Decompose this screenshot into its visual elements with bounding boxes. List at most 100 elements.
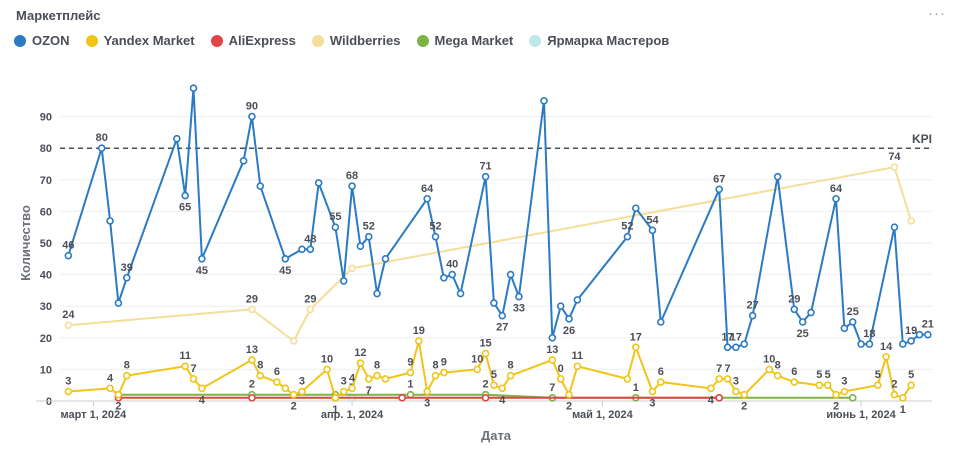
data-label: 3 [733,376,739,388]
data-point [189,375,198,383]
data-label: 2 [891,379,897,391]
data-point [848,318,857,326]
data-label: 1 [332,404,338,416]
data-label: 24 [62,309,75,321]
y-tick-label: 80 [40,143,52,155]
data-point [915,330,924,339]
legend-item[interactable]: Yandex Market [85,33,195,48]
data-label: 3 [649,398,655,410]
legend-item[interactable]: AliExpress [210,33,296,48]
data-point [373,371,381,380]
data-point [122,273,131,282]
data-label: 2 [249,379,255,391]
data-point [832,390,840,399]
data-label: 4 [499,394,506,406]
data-point [106,384,114,393]
data-point [248,112,256,121]
data-label: 27 [496,322,508,334]
data-label: 7 [190,363,196,375]
y-tick-label: 30 [40,301,52,313]
data-label: 64 [421,183,434,195]
data-label: 10 [321,353,333,365]
data-label: 8 [257,360,263,372]
data-label: 8 [432,360,438,372]
data-point [181,191,189,200]
data-point [440,273,448,282]
legend-swatch [529,34,542,47]
data-point [823,381,832,390]
data-point [490,299,498,307]
legend-label: Wildberries [329,33,401,48]
data-point [281,384,290,393]
data-point [64,321,73,329]
data-point [832,194,840,203]
data-label: 19 [413,325,425,337]
data-point [548,356,557,364]
data-point [815,381,824,390]
data-point [198,254,206,263]
data-label: 7 [724,363,730,375]
data-label: 3 [299,376,305,388]
data-label: 2 [291,401,297,413]
data-point [907,217,915,225]
y-tick-label: 70 [40,175,52,187]
data-label: 17 [730,331,742,343]
data-label: 7 [716,363,722,375]
data-point [773,172,782,181]
data-point [289,337,298,345]
more-options-icon[interactable]: ··· [928,5,946,22]
data-point [306,245,315,254]
data-point [114,390,123,399]
data-label: 1 [407,379,413,391]
data-point [306,305,315,314]
data-point [490,381,498,390]
data-label: 6 [658,366,664,378]
data-point [623,232,632,241]
data-point [715,394,724,402]
x-axis-title: Дата [481,428,512,443]
data-label: 55 [329,211,341,223]
data-point [423,194,431,203]
data-point [748,311,757,320]
data-point [181,362,189,371]
data-point [64,387,73,396]
data-point [273,378,281,386]
data-point [765,365,774,374]
data-label: 3 [841,376,847,388]
data-label: 29 [788,293,800,305]
data-label: 6 [791,366,797,378]
legend-item[interactable]: Wildberries [311,33,401,48]
data-point [740,390,749,399]
data-point [356,242,365,250]
data-point [723,343,732,352]
data-point [857,340,865,348]
data-point [790,378,799,386]
legend-item[interactable]: Ярмарка Мастеров [529,33,669,48]
data-label: 5 [875,369,881,381]
data-point [840,324,849,333]
data-point [106,217,114,225]
data-label: 4 [107,372,114,384]
data-label: 80 [96,132,108,144]
data-label: 45 [279,265,291,277]
data-point [481,394,490,402]
data-label: 67 [713,173,725,185]
data-label: 10 [471,353,483,365]
data-label: 27 [746,300,758,312]
legend-swatch [210,34,223,47]
legend-item[interactable]: Mega Market [416,33,513,48]
data-point [481,172,490,181]
legend-item[interactable]: OZON [14,33,70,48]
data-point [498,311,507,320]
legend-label: OZON [32,33,70,48]
data-point [415,337,423,345]
data-label: 2 [741,401,747,413]
y-tick-label: 0 [46,396,52,408]
data-point [114,299,123,307]
data-point [723,375,732,383]
data-point [573,296,582,304]
data-point [431,232,440,241]
data-point [657,378,665,386]
